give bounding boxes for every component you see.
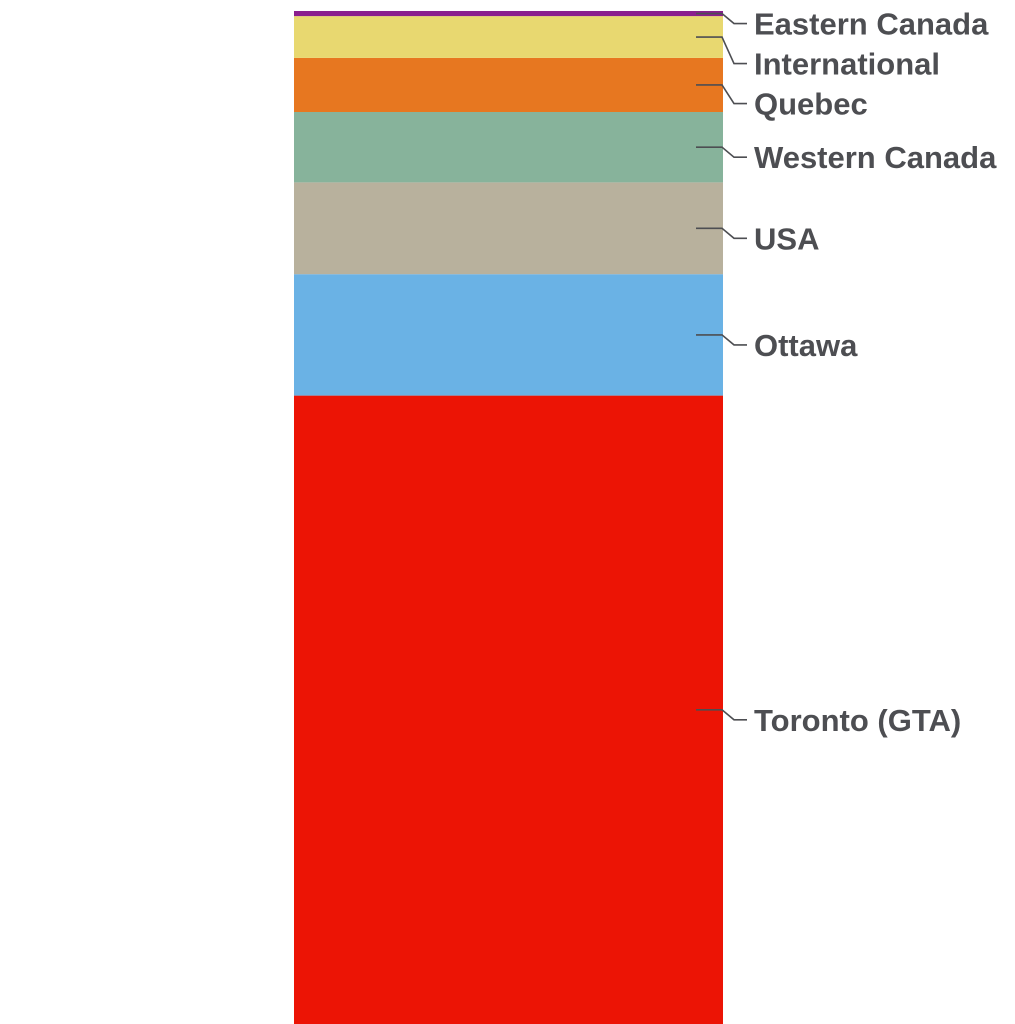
leader-line-ottawa	[696, 334, 747, 346]
segment-labels: Eastern Canada International Quebec Western…	[754, 7, 997, 738]
leader-line-international	[696, 36, 747, 65]
leader-line-quebec	[696, 84, 747, 105]
bar-segment-toronto-gta	[294, 395, 723, 1024]
leader-line-eastern-canada	[696, 12, 747, 25]
leader-lines	[696, 12, 747, 721]
bar-segment-usa	[294, 182, 723, 275]
bar-segment-ottawa	[294, 274, 723, 396]
bar-segment-quebec	[294, 57, 723, 112]
bar-segment-western-canada	[294, 111, 723, 183]
segment-label-eastern-canada: Eastern Canada	[754, 7, 989, 42]
leader-line-western-canada	[696, 146, 747, 158]
segment-label-usa: USA	[754, 221, 819, 256]
segment-label-ottawa: Ottawa	[754, 328, 858, 363]
bar-segment-international	[294, 16, 723, 58]
leader-line-usa	[696, 227, 747, 240]
segment-label-quebec: Quebec	[754, 87, 868, 122]
leader-line-toronto-gta	[696, 708, 747, 721]
segment-label-toronto-gta: Toronto (GTA)	[754, 703, 961, 738]
segment-label-western-canada: Western Canada	[754, 140, 997, 175]
bar-segments	[294, 11, 723, 1024]
segment-label-international: International	[754, 47, 940, 82]
bar-segment-eastern-canada	[294, 11, 723, 17]
